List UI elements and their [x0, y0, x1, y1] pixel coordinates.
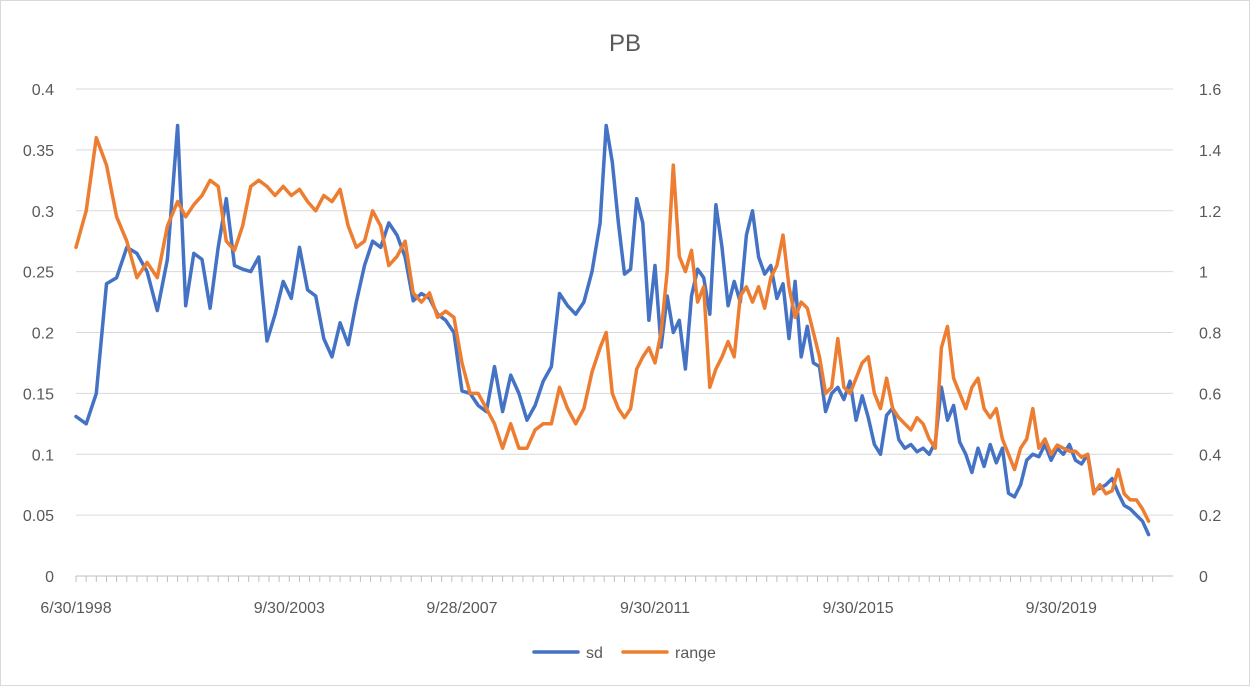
right-y-tick-label: 1.6 [1199, 82, 1221, 99]
x-tick-label: 9/30/2015 [823, 600, 894, 617]
left-y-tick-label: 0.2 [32, 326, 54, 343]
right-y-axis: 0 0.2 0.4 0.6 0.8 1 1.2 1.4 1.6 [1199, 82, 1221, 586]
left-y-tick-label: 0.3 [32, 204, 54, 221]
right-y-tick-label: 1.2 [1199, 204, 1221, 221]
right-y-tick-label: 0.6 [1199, 386, 1221, 403]
right-y-tick-label: 0.8 [1199, 326, 1221, 343]
right-y-tick-label: 0 [1199, 569, 1208, 586]
chart-title: PB [609, 30, 641, 57]
right-y-tick-label: 0.4 [1199, 447, 1221, 464]
x-tick-label: 9/30/2003 [254, 600, 325, 617]
right-y-tick-label: 0.2 [1199, 508, 1221, 525]
left-y-tick-label: 0.15 [23, 386, 54, 403]
x-axis: 6/30/1998 9/30/2003 9/28/2007 9/30/2011 9/30… [40, 575, 1173, 617]
left-y-tick-label: 0.05 [23, 508, 54, 525]
right-y-tick-label: 1.4 [1199, 143, 1221, 160]
left-y-axis: 0 0.05 0.1 0.15 0.2 0.25 0.3 0.35 0.4 [23, 82, 54, 586]
x-tick-label: 6/30/1998 [40, 600, 111, 617]
x-tick-label: 9/30/2019 [1026, 600, 1097, 617]
range-legend-label: range [675, 645, 716, 662]
left-y-tick-label: 0.4 [32, 82, 54, 99]
range-series-line [74, 135, 1151, 523]
x-tick-label: 9/28/2007 [426, 600, 497, 617]
x-tick-label: 9/30/2011 [620, 600, 690, 617]
left-y-tick-label: 0.35 [23, 143, 54, 160]
left-y-tick-label: 0 [45, 569, 54, 586]
left-y-tick-label: 0.1 [32, 447, 54, 464]
series-lines [74, 123, 1151, 537]
left-y-tick-label: 0.25 [23, 265, 54, 282]
right-y-tick-label: 1 [1199, 265, 1208, 282]
sd-legend-label: sd [586, 645, 603, 662]
legend: sd range [532, 645, 716, 662]
sd-series-line [74, 123, 1151, 537]
